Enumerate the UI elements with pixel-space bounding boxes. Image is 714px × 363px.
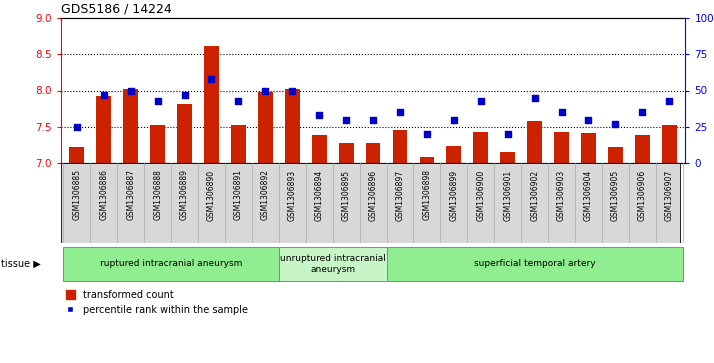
Bar <box>338 143 353 163</box>
Bar <box>285 89 300 163</box>
Point <box>475 98 486 103</box>
Text: unruptured intracranial
aneurysm: unruptured intracranial aneurysm <box>280 254 386 274</box>
Point <box>637 109 648 115</box>
Text: GSM1306889: GSM1306889 <box>180 170 189 220</box>
Bar <box>366 143 381 163</box>
Bar <box>150 125 165 163</box>
Text: GSM1306887: GSM1306887 <box>126 170 135 220</box>
Bar <box>204 45 219 163</box>
Point <box>260 87 271 93</box>
Point <box>98 92 109 98</box>
Bar <box>608 147 623 163</box>
Text: tissue ▶: tissue ▶ <box>1 259 41 269</box>
Bar <box>69 147 84 163</box>
Text: GSM1306893: GSM1306893 <box>288 170 297 221</box>
Text: GSM1306894: GSM1306894 <box>315 170 323 221</box>
Text: GSM1306907: GSM1306907 <box>665 170 674 221</box>
Text: ruptured intracranial aneurysm: ruptured intracranial aneurysm <box>100 260 242 269</box>
Bar <box>64 247 278 281</box>
Point <box>178 92 190 98</box>
Text: superficial temporal artery: superficial temporal artery <box>474 260 595 269</box>
Point <box>556 109 568 115</box>
Bar <box>312 135 326 163</box>
Bar <box>635 135 650 163</box>
Text: GSM1306892: GSM1306892 <box>261 170 270 220</box>
Point <box>529 95 540 101</box>
Bar <box>386 247 683 281</box>
Bar <box>231 125 246 163</box>
Point <box>313 112 325 118</box>
Point <box>610 121 621 127</box>
Text: GSM1306898: GSM1306898 <box>423 170 431 220</box>
Point <box>367 117 378 122</box>
Text: GSM1306891: GSM1306891 <box>234 170 243 220</box>
Text: GSM1306895: GSM1306895 <box>341 170 351 221</box>
Text: GSM1306888: GSM1306888 <box>153 170 162 220</box>
Text: GSM1306903: GSM1306903 <box>557 170 566 221</box>
Bar <box>446 146 461 163</box>
Text: GSM1306897: GSM1306897 <box>396 170 405 221</box>
Point <box>583 117 594 122</box>
Text: GSM1306905: GSM1306905 <box>611 170 620 221</box>
Point <box>663 98 675 103</box>
Text: GSM1306906: GSM1306906 <box>638 170 647 221</box>
Text: GSM1306901: GSM1306901 <box>503 170 512 221</box>
Point <box>125 87 136 93</box>
Point <box>341 117 352 122</box>
Bar <box>177 103 192 163</box>
Legend: transformed count, percentile rank within the sample: transformed count, percentile rank withi… <box>66 290 248 315</box>
Bar <box>258 92 273 163</box>
Bar <box>662 125 677 163</box>
Bar <box>554 132 569 163</box>
Text: GSM1306900: GSM1306900 <box>476 170 486 221</box>
Bar <box>278 247 386 281</box>
Bar <box>473 132 488 163</box>
Bar <box>96 95 111 163</box>
Text: GSM1306902: GSM1306902 <box>530 170 539 221</box>
Bar <box>501 152 515 163</box>
Text: GSM1306904: GSM1306904 <box>584 170 593 221</box>
Point <box>71 124 83 130</box>
Text: GSM1306890: GSM1306890 <box>207 170 216 221</box>
Bar <box>527 121 542 163</box>
Point <box>206 76 217 82</box>
Bar <box>581 132 596 163</box>
Bar <box>393 130 408 163</box>
Point <box>421 131 433 137</box>
Text: GSM1306896: GSM1306896 <box>368 170 378 221</box>
Point <box>394 109 406 115</box>
Text: GSM1306885: GSM1306885 <box>72 170 81 220</box>
Point <box>152 98 164 103</box>
Bar <box>124 89 138 163</box>
Bar <box>420 157 434 163</box>
Point <box>233 98 244 103</box>
Point <box>448 117 460 122</box>
Point <box>502 131 513 137</box>
Text: GSM1306899: GSM1306899 <box>449 170 458 221</box>
Text: GSM1306886: GSM1306886 <box>99 170 109 220</box>
Point <box>286 87 298 93</box>
Text: GDS5186 / 14224: GDS5186 / 14224 <box>61 3 171 16</box>
